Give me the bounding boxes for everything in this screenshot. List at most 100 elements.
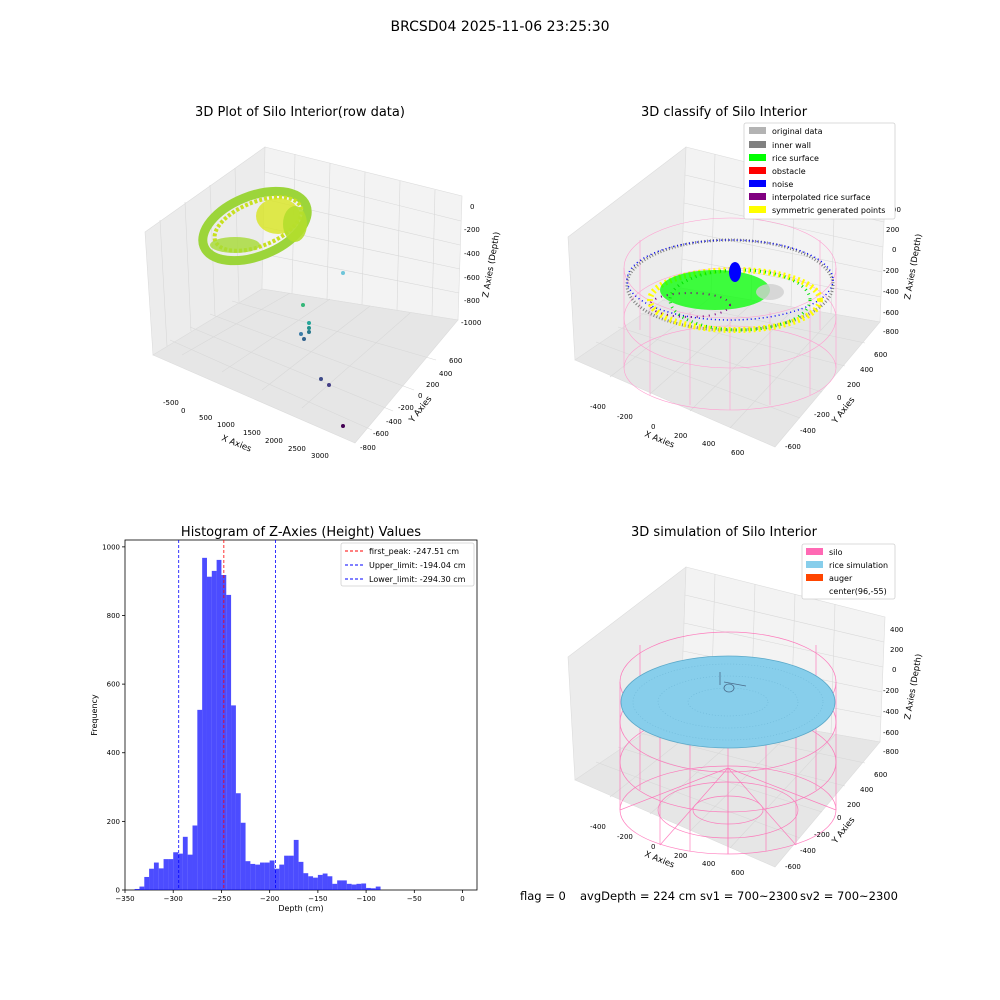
histogram-title: Histogram of Z-Axies (Height) Values (181, 525, 421, 540)
sim-xtick: -200 (617, 833, 633, 841)
legend-label: original data (772, 127, 823, 136)
y-tick-label: 400 (107, 749, 120, 757)
x-tick-label: −250 (212, 895, 231, 903)
footer-avg-depth: avgDepth = 224 cm (580, 889, 696, 903)
footer-sv1: sv1 = 700~2300 (700, 889, 798, 903)
histogram-bar (260, 862, 265, 890)
sim-ztick: -200 (883, 687, 899, 695)
legend-swatch (806, 561, 823, 568)
histogram-bar (235, 793, 241, 890)
classify-xtick: 200 (674, 432, 687, 440)
histogram-bar (149, 868, 154, 890)
legend-swatch (749, 206, 766, 213)
classify-ytick: -400 (800, 427, 816, 435)
legend-swatch (749, 127, 766, 134)
raw-3d-panel: 3D Plot of Silo Interior(row data) (144, 105, 503, 460)
histogram-bar (279, 864, 285, 890)
x-tick-label: −350 (115, 895, 134, 903)
histogram-bar (317, 874, 323, 890)
sim-xtick: 200 (674, 852, 687, 860)
classify-ylabel: Y Axies (830, 395, 858, 427)
histogram-bar (187, 854, 193, 890)
histogram-bar (366, 887, 371, 890)
histogram-bar (182, 836, 188, 890)
classify-ztick: 00 (892, 206, 901, 214)
raw-title: 3D Plot of Silo Interior(row data) (195, 105, 405, 120)
classify-ytick: -600 (785, 443, 801, 451)
sim-ztick: -800 (883, 748, 899, 756)
x-tick-label: −150 (308, 895, 327, 903)
classify-zlabel: Z Axies (Depth) (903, 233, 924, 300)
classify-ztick: -400 (883, 288, 899, 296)
sim-ztick: 400 (890, 626, 903, 634)
histogram-bar (226, 594, 232, 890)
classify-ytick: 600 (874, 351, 887, 359)
histogram-y-ticks: 0 200 400 600 800 1000 (102, 543, 125, 895)
y-tick-label: 200 (107, 818, 120, 826)
histogram-bar (293, 839, 299, 890)
sim-xtick: 0 (651, 843, 655, 851)
sim-ztick: -400 (883, 708, 899, 716)
legend-swatch (749, 180, 766, 187)
status-footer: flag = 0 avgDepth = 224 cm sv1 = 700~230… (520, 889, 898, 903)
histogram-bar (158, 868, 164, 890)
classify-xtick: 0 (651, 423, 655, 431)
classify-ztick: -800 (883, 328, 899, 336)
classify-3d-panel: 3D classify of Silo Interior (567, 105, 925, 457)
histogram-bar (337, 880, 342, 890)
sim-zlabel: Z Axies (Depth) (903, 653, 924, 720)
raw-xtick: 2000 (265, 437, 283, 445)
legend-label: inner wall (772, 141, 811, 150)
histogram-bar (255, 864, 261, 890)
histogram-bar (361, 883, 367, 890)
histogram-bar (269, 860, 275, 890)
histogram-bar (356, 883, 362, 890)
histogram-bar (139, 886, 145, 890)
sim-ytick: 0 (837, 814, 841, 822)
legend-label: auger (829, 574, 853, 583)
auger-marker (719, 672, 747, 693)
y-tick-label: 600 (107, 681, 120, 689)
raw-outlier-points (299, 271, 345, 428)
classify-title: 3D classify of Silo Interior (641, 105, 808, 120)
raw-ytick: 400 (439, 370, 452, 378)
legend-label: noise (772, 180, 793, 189)
raw-xtick: 3000 (311, 452, 329, 460)
histogram-bar (163, 859, 169, 890)
raw-3d-box: -500 0 500 1000 1500 2000 2500 3000 X Ax… (144, 146, 503, 460)
classify-ytick: 0 (837, 394, 841, 402)
raw-ytick: -800 (360, 444, 376, 452)
histogram-x-ticks: −350 −300 −250 −200 −150 −100 −50 0 (115, 890, 465, 903)
histogram-bar (153, 862, 159, 890)
histogram-bar (284, 855, 289, 890)
footer-flag: flag = 0 (520, 889, 566, 903)
histogram-bar (327, 876, 333, 890)
legend-swatch (806, 548, 823, 555)
figure-title: BRCSD04 2025-11-06 23:25:30 (390, 19, 609, 35)
legend-label: first_peak: -247.51 cm (369, 547, 459, 556)
raw-ztick: -800 (464, 297, 480, 305)
classify-legend: original data inner wall rice surface ob… (743, 122, 896, 220)
histogram-bar (274, 868, 280, 890)
histogram-bar (245, 861, 251, 890)
histogram-bar (168, 859, 174, 890)
legend-label: rice simulation (829, 561, 888, 570)
sim-ytick: -400 (800, 847, 816, 855)
histogram-bar (192, 825, 198, 890)
histogram-xlabel: Depth (cm) (278, 904, 323, 913)
histogram-bar (313, 877, 318, 890)
histogram-reference-lines (178, 540, 276, 890)
raw-xtick: 1000 (217, 421, 235, 429)
legend-swatch (806, 574, 823, 581)
histogram-bar (322, 873, 328, 890)
raw-zlabel: Z Axies (Depth) (481, 231, 502, 298)
histogram-bar (216, 559, 222, 890)
sim-xlabel: X Axies (643, 850, 676, 871)
sim-ytick: 200 (847, 801, 860, 809)
classify-ytick: -200 (814, 411, 830, 419)
raw-ytick: -600 (373, 430, 389, 438)
y-tick-label: 1000 (102, 543, 120, 551)
sim-ytick: 400 (860, 786, 873, 794)
histogram-bar (370, 888, 376, 890)
